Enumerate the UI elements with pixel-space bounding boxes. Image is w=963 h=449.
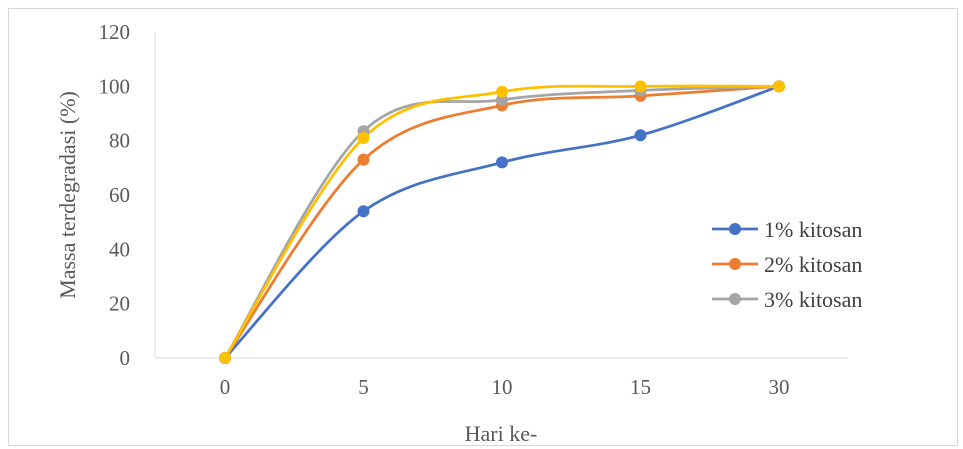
y-tick-label: 120 <box>99 20 131 44</box>
y-tick-label: 40 <box>109 237 130 261</box>
legend-label: 1% kitosan <box>764 217 862 242</box>
legend-label: 2% kitosan <box>764 252 862 277</box>
x-tick-label: 0 <box>220 375 231 399</box>
data-point <box>496 85 508 98</box>
tick-labels: 0 20 40 60 80 100 120 0 5 10 15 30 <box>99 20 790 399</box>
data-point <box>219 352 231 364</box>
series-line-2 <box>223 84 781 360</box>
data-point <box>496 156 508 169</box>
series-points <box>219 80 785 364</box>
data-point <box>357 153 370 166</box>
series-line-3 <box>223 84 781 360</box>
legend: 1% kitosan 2% kitosan 3% kitosan <box>712 217 862 312</box>
data-point <box>634 129 647 142</box>
series-lines <box>223 84 781 360</box>
y-tick-label: 0 <box>120 346 131 370</box>
x-tick-label: 15 <box>630 375 651 399</box>
data-point <box>357 205 370 218</box>
legend-swatch-marker <box>729 258 741 270</box>
x-axis-label: Hari ke- <box>465 421 538 446</box>
y-axis-label: Massa terdegradasi (%) <box>55 91 80 299</box>
legend-label: 3% kitosan <box>764 287 862 312</box>
data-point <box>634 80 647 93</box>
x-tick-label: 30 <box>769 375 790 399</box>
y-tick-label: 20 <box>109 292 130 316</box>
x-tick-label: 5 <box>358 375 369 399</box>
y-tick-label: 60 <box>109 183 130 207</box>
y-tick-label: 100 <box>99 74 131 98</box>
data-point <box>773 80 785 93</box>
axes <box>154 32 848 359</box>
legend-swatch-marker <box>729 293 741 305</box>
series-line-4 <box>223 84 781 360</box>
y-tick-label: 80 <box>109 129 130 153</box>
series-line-1 <box>223 84 781 360</box>
chart-frame <box>8 8 958 446</box>
legend-swatch-marker <box>729 223 741 235</box>
x-tick-label: 10 <box>492 375 513 399</box>
data-point <box>357 131 370 144</box>
